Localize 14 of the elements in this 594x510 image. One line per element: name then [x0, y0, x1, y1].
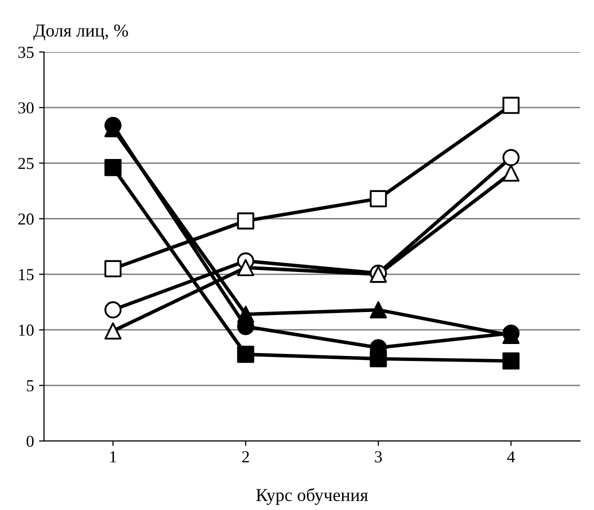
y-tick-label: 25 [18, 158, 34, 170]
x-tick-label: 4 [507, 451, 515, 462]
y-tick-label: 15 [19, 269, 34, 280]
y-tick-label: 20 [18, 213, 34, 225]
y-tick-label: 30 [18, 102, 34, 114]
x-tick-label: 3 [374, 451, 382, 462]
y-axis-title: Доля лиц, % [33, 24, 128, 40]
y-tick-label: 10 [19, 324, 34, 336]
x-tick-label: 1 [110, 451, 116, 462]
x-tick-label: 2 [242, 451, 249, 462]
x-axis-title: Курс обучения [256, 488, 368, 505]
y-tick-label: 35 [18, 46, 34, 58]
y-tick-label: 5 [26, 380, 34, 392]
y-tick-label: 0 [26, 436, 34, 447]
